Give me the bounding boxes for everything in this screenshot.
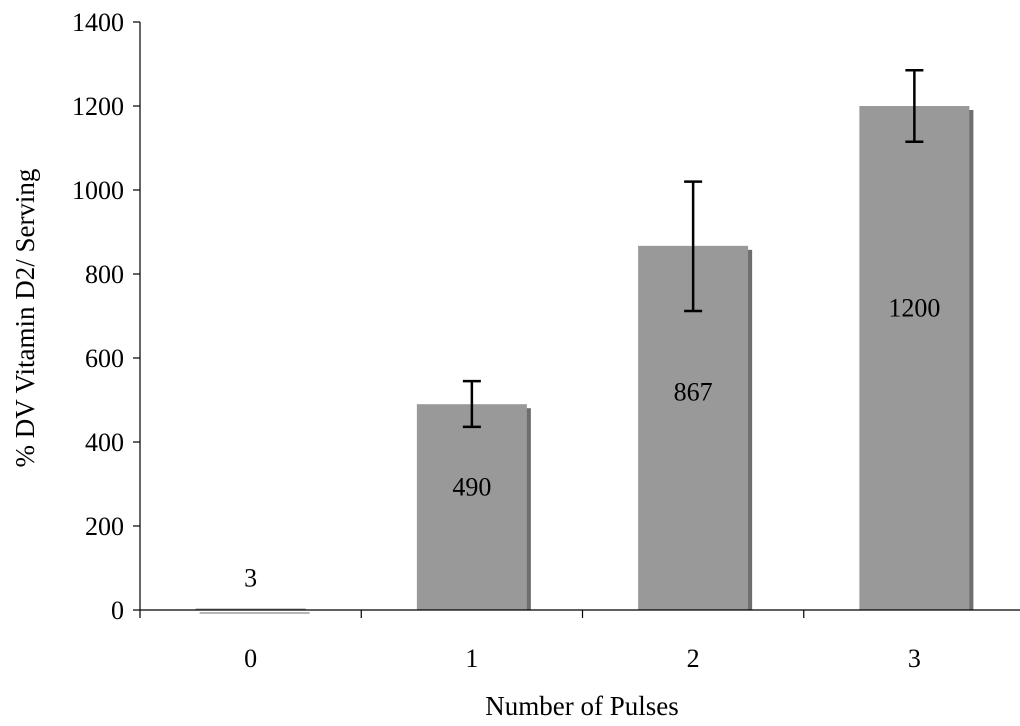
- x-tick-label: 0: [244, 644, 257, 673]
- bar-shadow: [199, 612, 310, 614]
- error-bars-layer: [462, 69, 924, 429]
- x-axis-title: Number of Pulses: [485, 691, 678, 721]
- x-tick-label: 2: [687, 644, 700, 673]
- y-tick-label: 800: [85, 260, 124, 289]
- bar: [859, 106, 970, 610]
- axes-layer: 0 200 400 600 800 1000 1200 1400 0 1 2 3: [72, 8, 1020, 673]
- x-tick-label: 1: [465, 644, 478, 673]
- data-label: 867: [674, 378, 713, 407]
- y-tick-label: 0: [111, 596, 124, 625]
- data-labels-layer: 3 490 867 1200: [244, 294, 940, 593]
- y-tick-label: 1000: [72, 176, 124, 205]
- y-tick-label: 200: [85, 512, 124, 541]
- data-label: 490: [452, 473, 491, 502]
- y-tick-label: 1400: [72, 8, 124, 37]
- bar: [416, 404, 527, 610]
- y-tick-label: 400: [85, 428, 124, 457]
- y-tick-label: 1200: [72, 92, 124, 121]
- data-label: 3: [244, 564, 257, 593]
- y-tick-label: 600: [85, 344, 124, 373]
- x-tick-label: 3: [908, 644, 921, 673]
- y-axis-title: % DV Vitamin D2/ Serving: [10, 169, 40, 468]
- bars-layer: [195, 106, 974, 614]
- bar: [195, 608, 306, 610]
- data-label: 1200: [888, 294, 940, 323]
